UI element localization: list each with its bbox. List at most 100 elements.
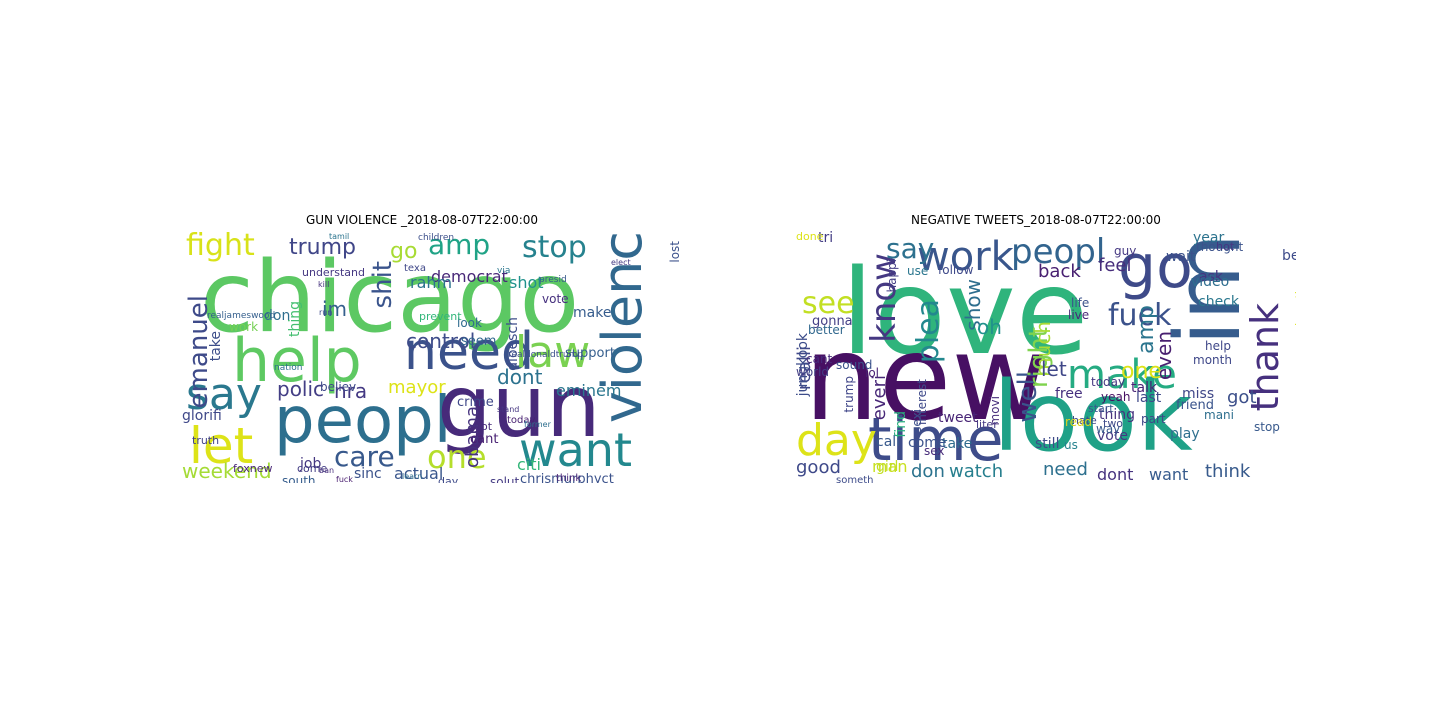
cloud-word: start xyxy=(1088,402,1114,415)
cloud-word: chrismurphyct xyxy=(520,472,614,483)
cloud-word: rahm xyxy=(410,273,453,292)
cloud-word: cant xyxy=(470,432,499,447)
cloud-word: crime xyxy=(457,395,494,410)
cloud-word: thought xyxy=(1196,240,1244,254)
cloud-word: let xyxy=(1041,357,1067,381)
cloud-word: oh xyxy=(977,315,1002,339)
cloud-word: eminem xyxy=(556,381,622,400)
cloud-word: south xyxy=(282,474,316,483)
cloud-word: ask xyxy=(1199,269,1223,285)
cloud-word: today xyxy=(1091,375,1126,389)
cloud-word: vote xyxy=(1097,428,1128,444)
cloud-word: fuck xyxy=(336,475,353,484)
cloud-word: glorifi xyxy=(182,408,222,424)
cloud-word: new xyxy=(804,309,1048,447)
cloud-word: actual xyxy=(394,464,444,483)
cloud-word: hate xyxy=(1072,414,1097,427)
cloud-word: use xyxy=(907,264,929,278)
cloud-word: world xyxy=(796,365,830,379)
cloud-word: trump xyxy=(842,376,856,413)
cloud-word: want xyxy=(519,423,633,477)
cloud-word: still xyxy=(1035,436,1060,452)
cloud-word: think xyxy=(1205,461,1251,482)
cloud-word: lost xyxy=(668,241,682,263)
cloud-word: former xyxy=(524,420,551,429)
cloud-word: everi xyxy=(869,375,890,421)
cloud-word: come xyxy=(908,435,947,451)
cloud-word: even xyxy=(1152,331,1176,381)
cloud-word: learn xyxy=(402,472,423,481)
cloud-word: stop xyxy=(522,231,587,265)
cloud-word: stop xyxy=(1254,420,1280,434)
cloud-word: go xyxy=(1118,232,1193,302)
cloud-word: understand xyxy=(302,266,365,279)
cloud-word: happi xyxy=(885,259,899,293)
cloud-word: make xyxy=(1067,352,1177,398)
cloud-word: wait xyxy=(1166,249,1196,265)
cloud-word: sinc xyxy=(354,466,382,482)
cloud-word: work xyxy=(917,234,1014,280)
cloud-word: find xyxy=(893,411,909,438)
cloud-word: vote xyxy=(542,292,569,306)
cloud-word: plea xyxy=(911,299,946,364)
cloud-word: part xyxy=(1141,412,1166,426)
cloud-word: shot xyxy=(509,273,544,292)
cloud-word: seem xyxy=(461,334,497,349)
cloud-word: day xyxy=(438,475,459,483)
cloud-word: thing xyxy=(1099,407,1136,423)
cloud-word: gonna xyxy=(812,314,853,329)
cloud-word: tamil xyxy=(329,232,350,241)
cloud-word: mayor xyxy=(388,377,446,398)
cloud-word: beauti xyxy=(1293,291,1296,326)
cloud-word: dont xyxy=(1097,465,1134,483)
cloud-word: got xyxy=(474,420,493,433)
cloud-word: law xyxy=(515,327,591,378)
cloud-word: see xyxy=(802,286,855,321)
cloud-word: go xyxy=(390,239,418,264)
cloud-word: back xyxy=(1038,261,1081,282)
cloud-word: tri xyxy=(818,231,834,246)
cloud-word: better xyxy=(808,323,845,337)
cloud-word: call xyxy=(876,434,901,450)
cloud-word: hot xyxy=(1216,240,1235,253)
cloud-word: want xyxy=(1149,465,1189,483)
cloud-word: man xyxy=(872,457,908,476)
cloud-word: come xyxy=(297,462,328,475)
cloud-word: live xyxy=(1068,308,1090,322)
cloud-word: two xyxy=(1103,417,1124,430)
cloud-word: one xyxy=(1121,359,1162,384)
cloud-word: help xyxy=(232,326,362,396)
cloud-word: someth xyxy=(836,475,874,484)
cloud-word: believ xyxy=(320,380,357,394)
cloud-word: interest xyxy=(915,379,929,426)
cloud-word: need xyxy=(404,322,534,382)
cloud-word: realjameswood xyxy=(207,311,276,321)
cloud-word: yeah xyxy=(1101,390,1131,404)
cloud-word: need xyxy=(1043,459,1088,480)
cloud-word: truth xyxy=(192,434,220,447)
cloud-word: gun xyxy=(437,357,601,457)
cloud-word: play xyxy=(1170,426,1200,442)
cloud-word: peopl xyxy=(274,384,452,458)
cloud-word: cant xyxy=(806,352,833,366)
cloud-word: dloesch xyxy=(505,317,521,371)
cloud-word: life xyxy=(1071,296,1090,310)
cloud-word: say xyxy=(186,369,262,420)
cloud-word: think xyxy=(556,473,582,484)
cloud-word: elect xyxy=(611,258,631,267)
cloud-word: today xyxy=(507,415,536,426)
cloud-word: let xyxy=(189,417,254,475)
cloud-word: take xyxy=(942,436,973,452)
right-word-cloud: love new look im go time day work peopl make fuck t… xyxy=(796,231,1296,483)
cloud-word: one xyxy=(427,438,487,476)
cloud-word: sound xyxy=(836,358,873,372)
cloud-word: foxnew xyxy=(233,462,273,475)
cloud-word: make xyxy=(573,305,612,321)
cloud-word: ban xyxy=(319,466,335,475)
left-cloud-title: GUN VIOLENCE _2018-08-07T22:00:00 xyxy=(305,213,539,227)
cloud-word: got xyxy=(1227,387,1257,408)
cloud-word: love xyxy=(841,243,1089,381)
cloud-word: work xyxy=(229,320,259,334)
cloud-word: amp xyxy=(428,231,491,261)
cloud-word: presid xyxy=(539,275,567,285)
